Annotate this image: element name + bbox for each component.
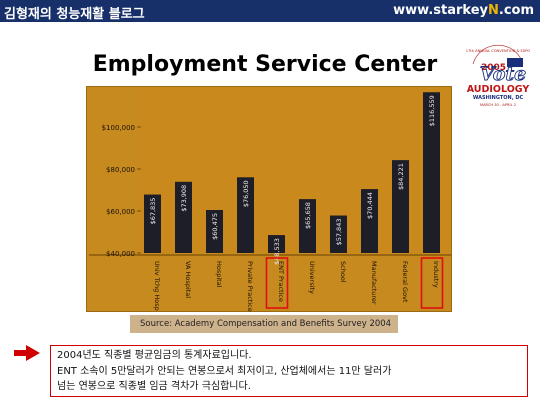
bar-value-label: $76,050 xyxy=(242,180,250,207)
bar xyxy=(237,177,254,253)
x-tick-label: University xyxy=(308,261,316,294)
bar-value-label: $67,835 xyxy=(149,198,157,225)
x-tick-label: Manufacturer xyxy=(370,261,378,305)
y-tick-label: $60,000 xyxy=(106,208,135,216)
convention-logo: 17th ANNUAL CONVENTION & EXPO 2005 Vote … xyxy=(466,44,531,107)
logo-place: WASHINGTON, DC xyxy=(473,95,524,101)
blog-title[interactable]: 김형재의 청능재활 블로그 xyxy=(4,7,145,22)
x-tick-label: School xyxy=(339,261,347,283)
x-tick-label: ENT Practice xyxy=(277,261,285,302)
url-highlight: N xyxy=(487,3,499,18)
bar xyxy=(392,160,409,253)
bar xyxy=(330,215,347,253)
bar xyxy=(144,194,161,253)
slide-title: Employment Service Center xyxy=(92,52,438,77)
blog-url[interactable]: www.starkeyN.com xyxy=(393,3,534,18)
explanation-box: 2004년도 직종별 평균임금의 통계자료입니다. ENT 소속이 5만달러가 … xyxy=(50,345,528,397)
bar-value-label: $70,444 xyxy=(366,192,374,219)
bar-value-label: $116,559 xyxy=(428,95,436,126)
y-tick-label: $40,000 xyxy=(106,250,135,258)
bar-value-label: $57,843 xyxy=(335,219,343,246)
note-line-2: ENT 소속이 5만달러가 안되는 연봉으로서 최저이고, 산업체에서는 11만… xyxy=(57,365,392,377)
header-bar: 김형재의 청능재활 블로그 www.starkeyN.com xyxy=(0,0,540,22)
logo-main: AUDIOLOGY xyxy=(467,84,530,95)
note-line-1: 2004년도 직종별 평균임금의 통계자료입니다. xyxy=(57,350,252,361)
logo-vote-mark: Vote xyxy=(480,63,527,85)
bar xyxy=(206,210,223,253)
x-tick-label: Private Practice xyxy=(246,261,254,312)
logo-dates: MARCH 30 - APRIL 2 xyxy=(480,103,516,107)
url-suffix: .com xyxy=(498,3,534,18)
highlight-box xyxy=(420,257,444,309)
chart-photo: $40,000 $60,000 $80,000 $100,000 $67,835 Univ… xyxy=(86,86,452,312)
bar-value-label: $84,221 xyxy=(397,163,405,190)
bar-value-label: $73,908 xyxy=(180,185,188,212)
y-tick-label: $100,000 xyxy=(102,124,135,132)
logo-year: 2005 xyxy=(481,63,506,73)
source-caption: Source: Academy Compensation and Benefit… xyxy=(130,315,398,333)
url-prefix: www.starkey xyxy=(393,3,488,18)
x-tick-label: VA Hospital xyxy=(184,261,192,298)
bar xyxy=(299,199,316,253)
y-tick-label: $80,000 xyxy=(106,166,135,174)
highlight-box xyxy=(265,257,289,309)
note-line-3: 넘는 연봉으로 직종별 임금 격차가 극심합니다. xyxy=(57,381,251,392)
x-tick-label: Industry xyxy=(432,261,440,288)
bar-value-label: $48,533 xyxy=(273,238,281,265)
bar xyxy=(423,92,440,253)
bar xyxy=(268,235,285,253)
x-tick-label: Federal Govt xyxy=(401,261,409,303)
bar-chart: $40,000 $60,000 $80,000 $100,000 $67,835 Univ… xyxy=(89,89,451,312)
arrow-right-icon xyxy=(14,345,40,361)
logo-star-field xyxy=(507,58,523,67)
bar-value-label: $65,658 xyxy=(304,202,312,229)
x-tick-label: Hospital xyxy=(215,261,223,288)
bar xyxy=(361,189,378,253)
x-tick-label: Univ Tchg Hosp xyxy=(153,261,161,311)
bar-value-label: $60,475 xyxy=(211,213,219,240)
logo-top-text: 17th ANNUAL CONVENTION & EXPO xyxy=(466,49,531,53)
bar xyxy=(175,181,192,253)
